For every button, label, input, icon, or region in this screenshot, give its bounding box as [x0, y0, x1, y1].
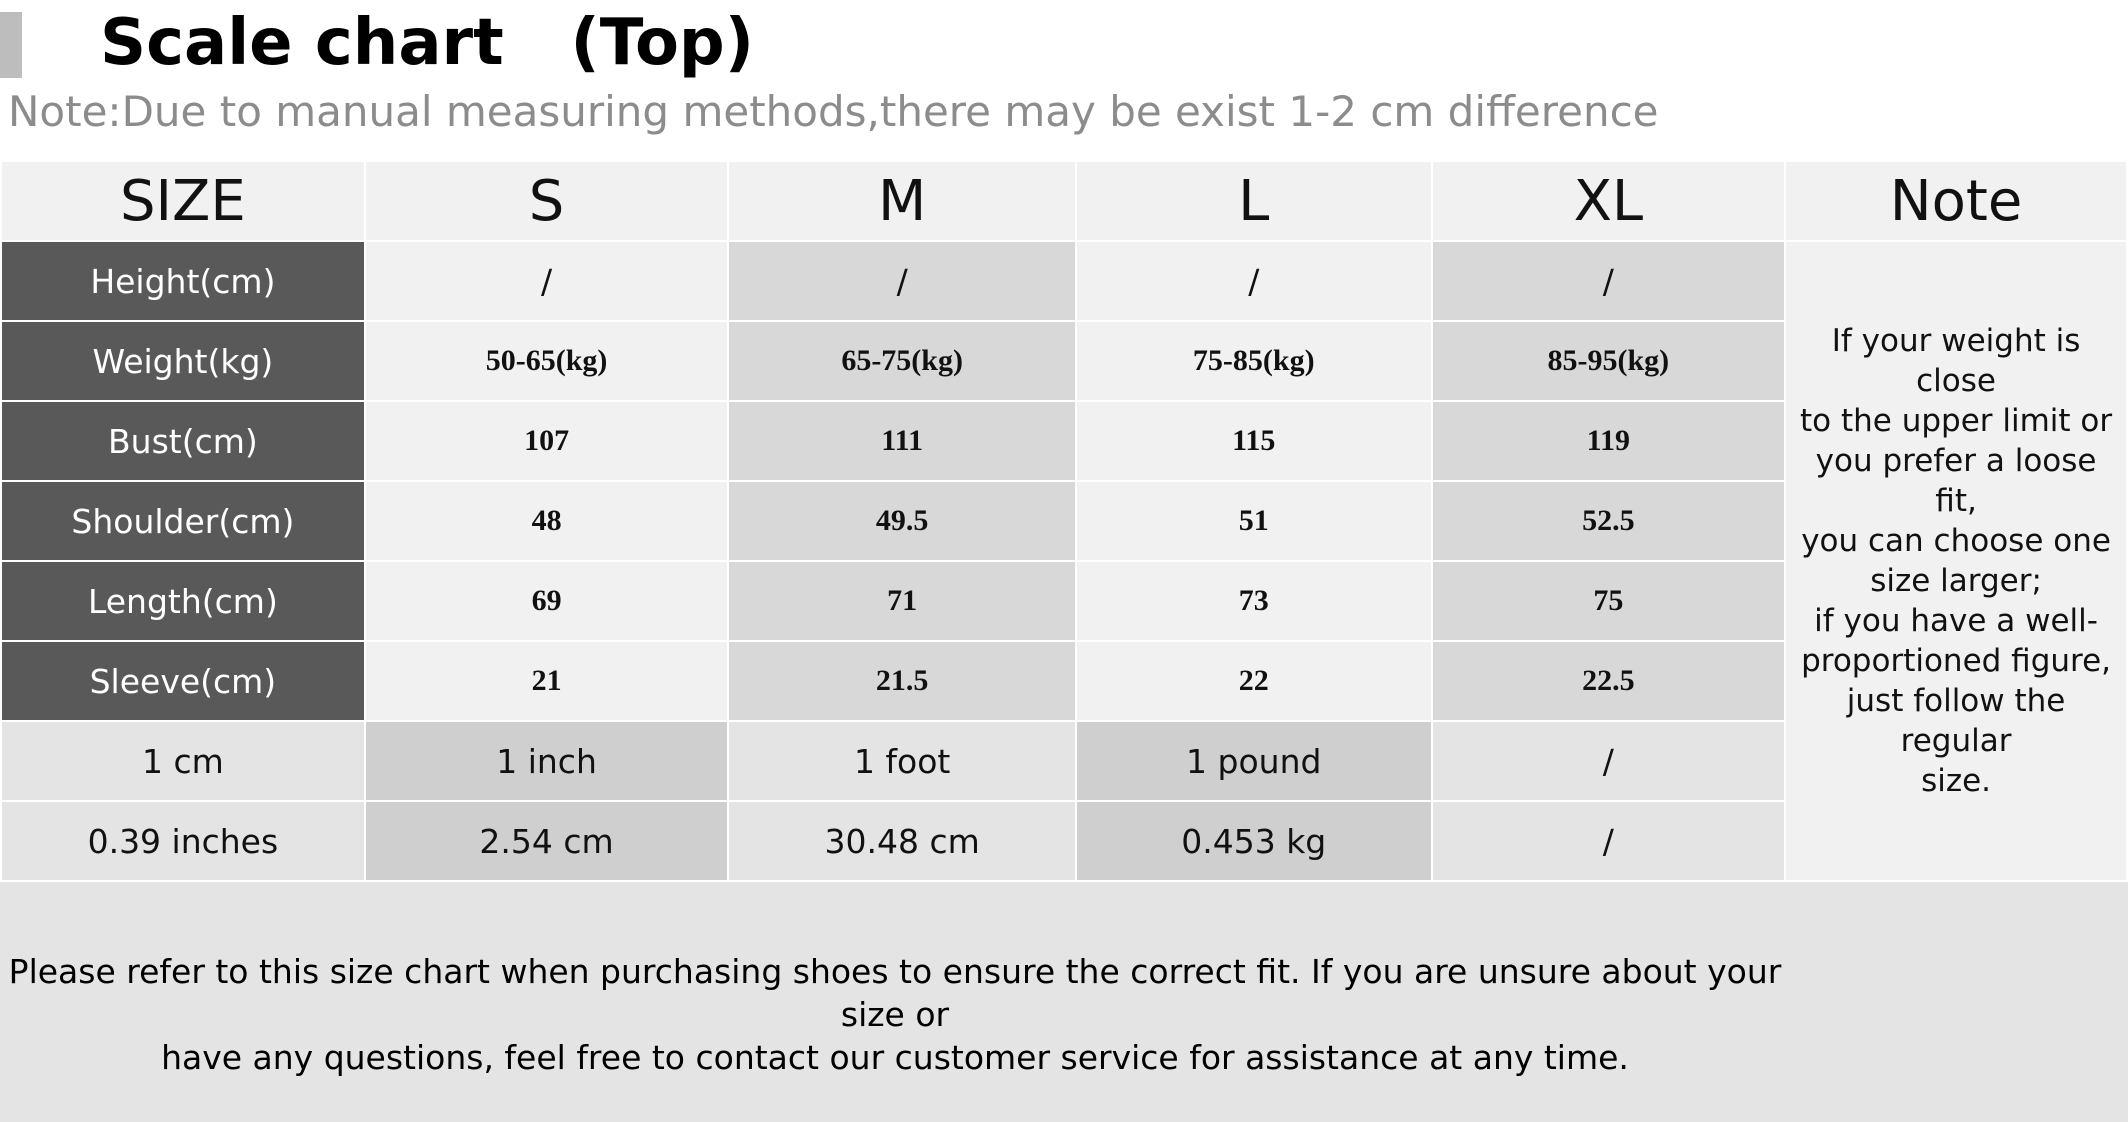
note-line: size larger;: [1870, 563, 2042, 599]
cell-xl: 22.5: [1430, 640, 1787, 722]
cell-s: 48: [363, 480, 730, 562]
header-m: M: [727, 160, 1077, 242]
cell-m: 49.5: [727, 480, 1077, 562]
note-cell: If your weight is close to the upper lim…: [1784, 240, 2128, 882]
conversion-cell: /: [1430, 720, 1787, 802]
conversion-cell: 1 cm: [0, 720, 366, 802]
row-label: Sleeve(cm): [0, 640, 366, 722]
cell-l: 22: [1074, 640, 1433, 722]
row-length: Length(cm) 69 71 73 75: [0, 560, 2127, 642]
row-sleeve: Sleeve(cm) 21 21.5 22 22.5: [0, 640, 2127, 722]
cell-m: 111: [727, 400, 1077, 482]
cell-m: 65-75(kg): [727, 320, 1077, 402]
cell-xl: /: [1430, 240, 1787, 322]
cell-xl: 85-95(kg): [1430, 320, 1787, 402]
row-label: Height(cm): [0, 240, 366, 322]
conversion-cell: 2.54 cm: [363, 800, 730, 882]
header-row: SIZE S M L XL Note: [0, 160, 2128, 242]
row-label: Bust(cm): [0, 400, 366, 482]
row-conversion-1: 1 cm 1 inch 1 foot 1 pound /: [0, 720, 2127, 802]
row-label: Shoulder(cm): [0, 480, 366, 562]
title-accent-bar: [0, 12, 22, 78]
conversion-cell: 1 inch: [363, 720, 730, 802]
footer-line: have any questions, feel free to contact…: [161, 1038, 1629, 1077]
conversion-cell: 0.39 inches: [0, 800, 366, 882]
footer-note: Please refer to this size chart when pur…: [0, 950, 1790, 1079]
size-chart: SIZE S M L XL Note Height(cm) / / / / If…: [0, 160, 2128, 1122]
cell-xl: 75: [1430, 560, 1787, 642]
cell-l: 51: [1074, 480, 1433, 562]
note-line: just follow the regular: [1846, 683, 2066, 759]
cell-l: /: [1074, 240, 1433, 322]
cell-l: 73: [1074, 560, 1433, 642]
measurement-note: Note:Due to manual measuring methods,the…: [8, 87, 1659, 136]
note-line: you can choose one: [1801, 523, 2111, 559]
cell-s: 50-65(kg): [363, 320, 730, 402]
footer-line: Please refer to this size chart when pur…: [8, 952, 1782, 1034]
note-line: size.: [1921, 763, 1992, 799]
note-line: you prefer a loose fit,: [1815, 443, 2097, 519]
row-conversion-2: 0.39 inches 2.54 cm 30.48 cm 0.453 kg /: [0, 800, 2127, 882]
row-label: Length(cm): [0, 560, 366, 642]
cell-s: /: [363, 240, 730, 322]
conversion-cell: 1 foot: [727, 720, 1077, 802]
cell-m: 21.5: [727, 640, 1077, 722]
note-line: to the upper limit or: [1800, 403, 2113, 439]
cell-xl: 119: [1430, 400, 1787, 482]
header-l: L: [1074, 160, 1433, 242]
size-table: SIZE S M L XL Note Height(cm) / / / / If…: [0, 160, 2128, 882]
conversion-cell: 0.453 kg: [1074, 800, 1433, 882]
conversion-cell: 30.48 cm: [727, 800, 1077, 882]
note-line: if you have a well-: [1814, 603, 2098, 639]
header-xl: XL: [1430, 160, 1787, 242]
cell-s: 69: [363, 560, 730, 642]
header-s: S: [363, 160, 730, 242]
row-shoulder: Shoulder(cm) 48 49.5 51 52.5: [0, 480, 2127, 562]
cell-s: 21: [363, 640, 730, 722]
row-label: Weight(kg): [0, 320, 366, 402]
cell-m: 71: [727, 560, 1077, 642]
row-bust: Bust(cm) 107 111 115 119: [0, 400, 2127, 482]
cell-l: 115: [1074, 400, 1433, 482]
row-weight: Weight(kg) 50-65(kg) 65-75(kg) 75-85(kg)…: [0, 320, 2127, 402]
cell-s: 107: [363, 400, 730, 482]
cell-l: 75-85(kg): [1074, 320, 1433, 402]
header-size: SIZE: [0, 160, 366, 242]
page-title: Scale chart (Top): [100, 6, 754, 80]
conversion-cell: 1 pound: [1074, 720, 1433, 802]
note-line: If your weight is close: [1831, 323, 2081, 399]
header-note: Note: [1784, 160, 2128, 242]
cell-m: /: [727, 240, 1077, 322]
row-height: Height(cm) / / / / If your weight is clo…: [0, 240, 2128, 882]
note-line: proportioned figure,: [1801, 643, 2112, 679]
cell-xl: 52.5: [1430, 480, 1787, 562]
conversion-cell: /: [1430, 800, 1787, 882]
